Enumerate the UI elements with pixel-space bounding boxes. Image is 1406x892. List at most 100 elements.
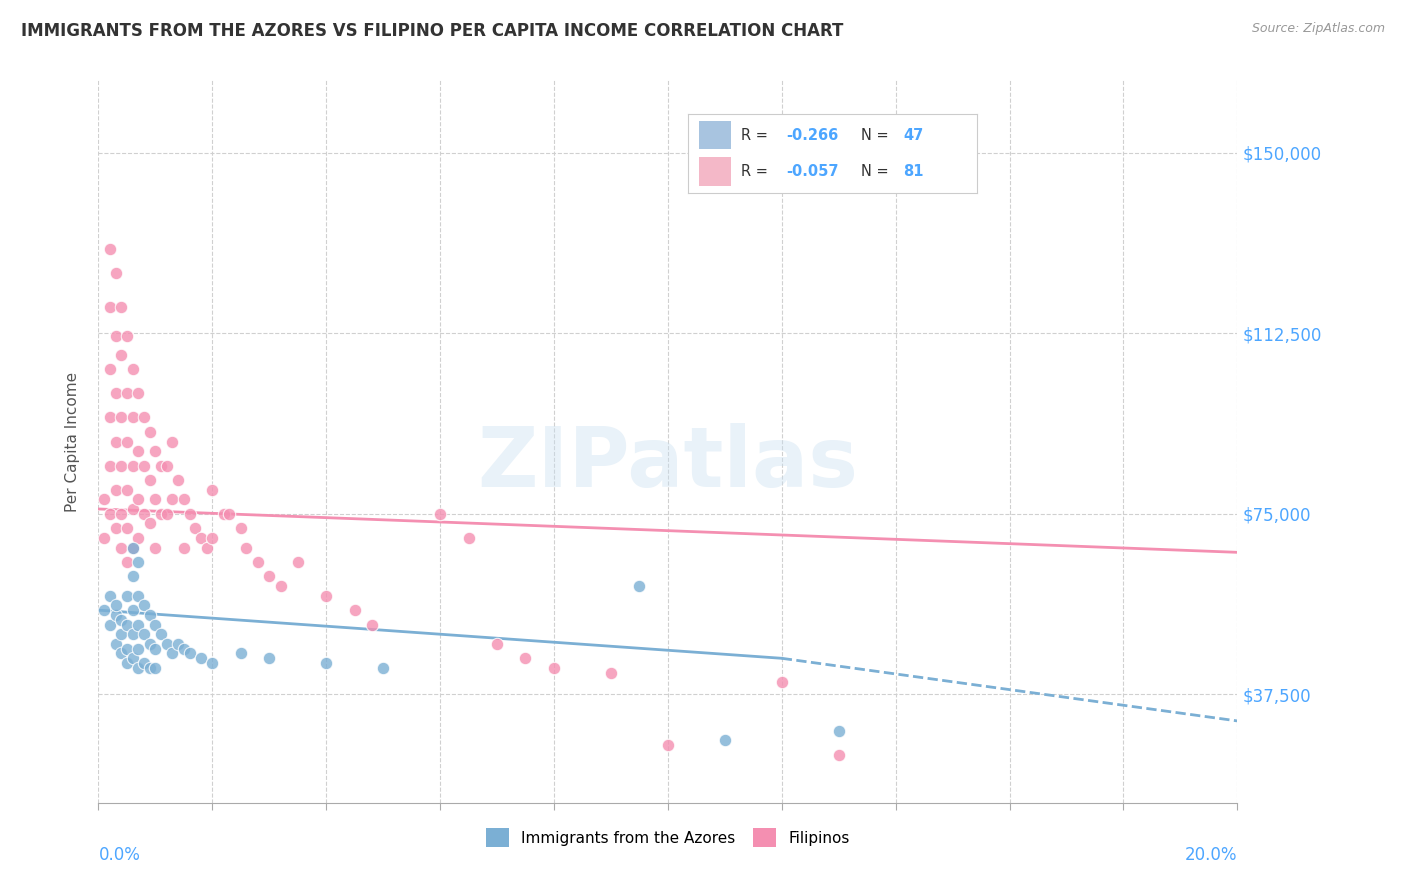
Point	[156, 458, 179, 473]
Point	[104, 637, 127, 651]
Point	[138, 516, 160, 531]
Point	[110, 348, 132, 362]
Point	[115, 641, 138, 656]
Text: N =: N =	[860, 128, 893, 143]
Text: -0.266: -0.266	[786, 128, 838, 143]
Point	[104, 521, 127, 535]
Point	[127, 531, 149, 545]
Point	[93, 531, 115, 545]
Point	[98, 589, 121, 603]
Text: 47: 47	[903, 128, 924, 143]
Point	[429, 507, 451, 521]
Point	[156, 637, 179, 651]
Point	[218, 507, 240, 521]
Text: R =: R =	[741, 128, 773, 143]
Point	[229, 521, 252, 535]
Point	[115, 656, 138, 670]
Point	[657, 738, 679, 752]
Point	[190, 531, 212, 545]
Point	[132, 458, 155, 473]
Point	[486, 637, 509, 651]
Point	[167, 473, 190, 487]
Text: 0.0%: 0.0%	[98, 847, 141, 864]
Point	[138, 473, 160, 487]
Point	[127, 661, 149, 675]
Point	[315, 656, 337, 670]
Point	[104, 386, 127, 401]
Point	[229, 647, 252, 661]
Point	[167, 637, 190, 651]
Point	[121, 458, 143, 473]
Point	[121, 541, 143, 555]
Point	[173, 541, 195, 555]
Point	[132, 656, 155, 670]
Point	[259, 569, 281, 583]
Point	[628, 579, 651, 593]
Text: N =: N =	[860, 164, 893, 179]
Point	[162, 434, 184, 449]
Point	[121, 362, 143, 376]
Point	[156, 507, 179, 521]
Point	[132, 627, 155, 641]
Point	[121, 569, 143, 583]
Point	[115, 386, 138, 401]
Point	[110, 300, 132, 314]
Point	[115, 483, 138, 497]
Point	[343, 603, 366, 617]
Point	[98, 362, 121, 376]
Point	[115, 617, 138, 632]
Point	[110, 613, 132, 627]
Point	[127, 492, 149, 507]
Point	[104, 266, 127, 280]
Point	[132, 410, 155, 425]
Text: Source: ZipAtlas.com: Source: ZipAtlas.com	[1251, 22, 1385, 36]
Point	[145, 661, 167, 675]
Point	[138, 661, 160, 675]
Point	[259, 651, 281, 665]
Point	[115, 328, 138, 343]
Point	[98, 300, 121, 314]
Point	[110, 647, 132, 661]
Point	[195, 541, 218, 555]
Point	[828, 747, 851, 762]
Point	[543, 661, 565, 675]
Point	[104, 599, 127, 613]
Point	[145, 444, 167, 458]
Y-axis label: Per Capita Income: Per Capita Income	[65, 371, 80, 512]
Bar	[699, 157, 731, 186]
Point	[150, 458, 173, 473]
Point	[110, 627, 132, 641]
Point	[600, 665, 623, 680]
Point	[270, 579, 292, 593]
Point	[138, 607, 160, 622]
Point	[127, 589, 149, 603]
Point	[115, 589, 138, 603]
Point	[121, 627, 143, 641]
Point	[150, 507, 173, 521]
Point	[212, 507, 235, 521]
Point	[184, 521, 207, 535]
Point	[145, 492, 167, 507]
Point	[315, 589, 337, 603]
Point	[104, 434, 127, 449]
Point	[110, 541, 132, 555]
Point	[138, 425, 160, 439]
Point	[201, 483, 224, 497]
Point	[162, 492, 184, 507]
Point	[93, 603, 115, 617]
Point	[110, 507, 132, 521]
Point	[373, 661, 395, 675]
Point	[127, 386, 149, 401]
Point	[115, 521, 138, 535]
Text: ZIPatlas: ZIPatlas	[478, 423, 858, 504]
Text: 81: 81	[903, 164, 924, 179]
Point	[138, 637, 160, 651]
Point	[110, 410, 132, 425]
Legend: Immigrants from the Azores, Filipinos: Immigrants from the Azores, Filipinos	[479, 822, 856, 853]
Point	[173, 492, 195, 507]
Point	[515, 651, 537, 665]
Point	[98, 458, 121, 473]
Point	[714, 733, 737, 747]
Point	[150, 627, 173, 641]
Point	[104, 328, 127, 343]
